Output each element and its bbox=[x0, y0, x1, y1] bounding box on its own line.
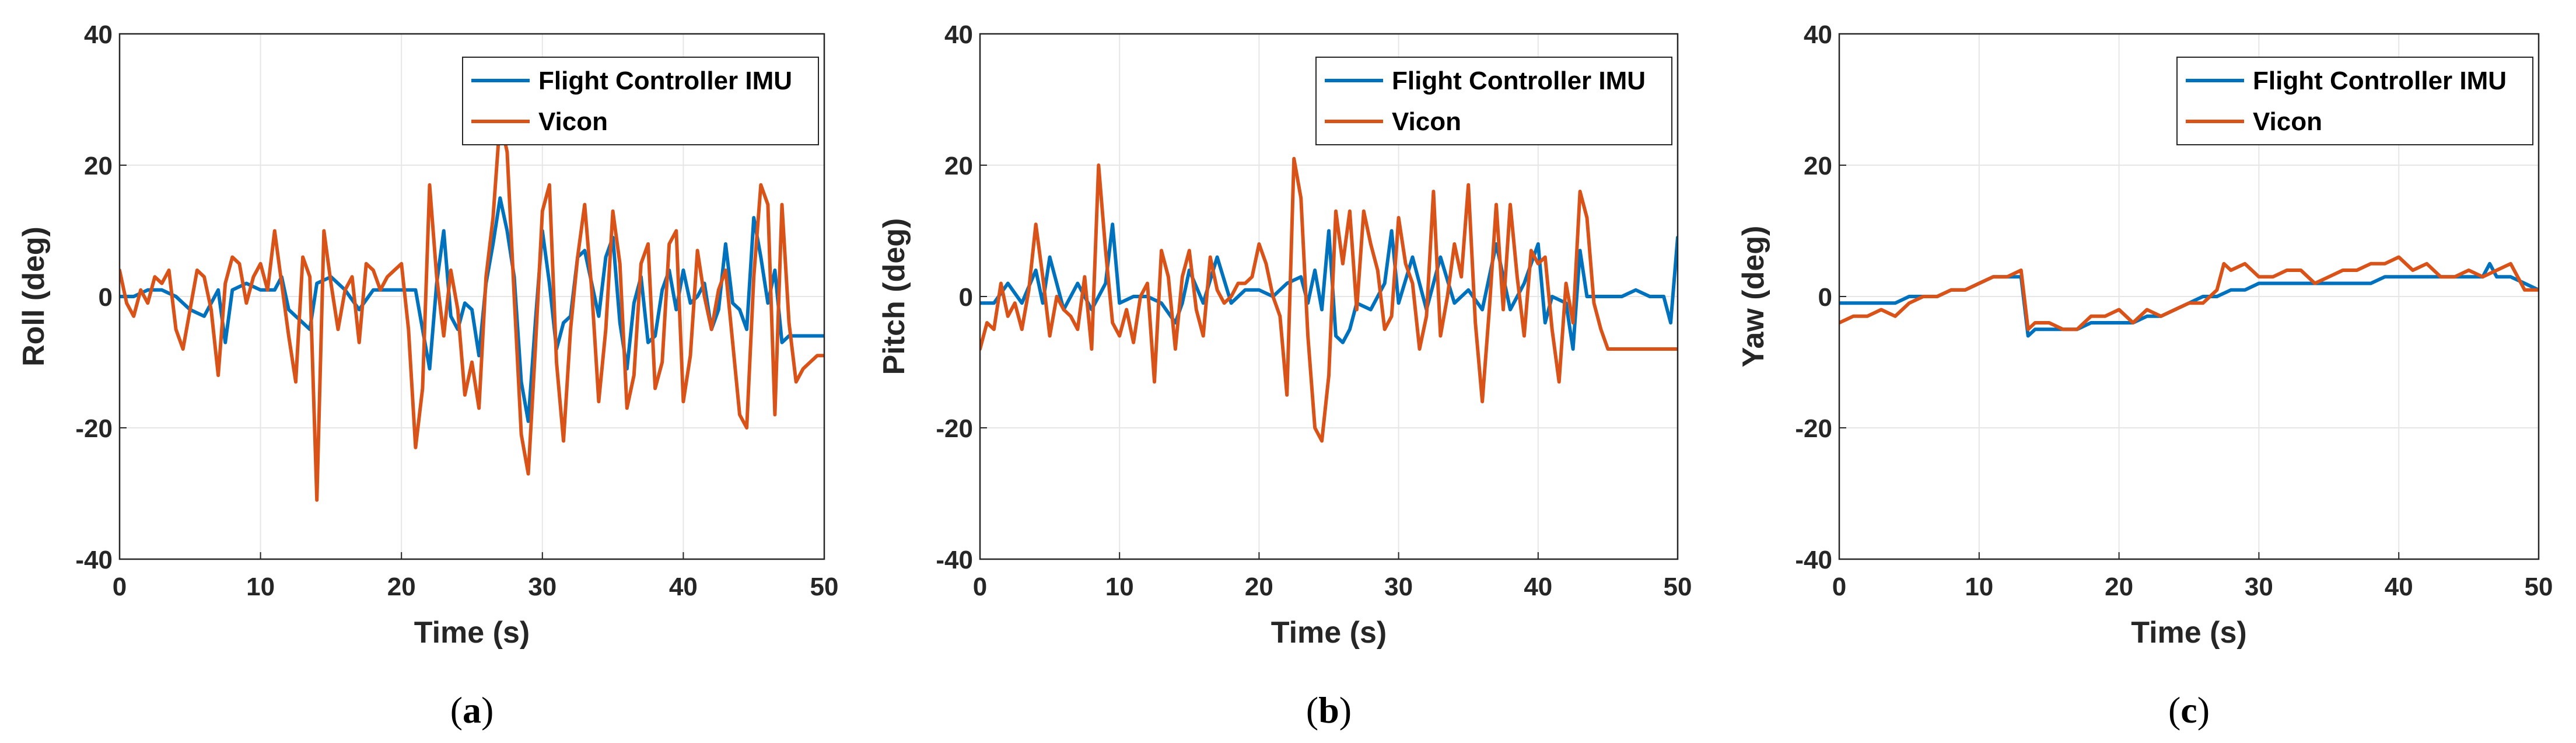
y-axis-label: Yaw (deg) bbox=[1737, 226, 1770, 368]
legend: Flight Controller IMU Vicon bbox=[1315, 57, 1672, 145]
x-axis-label: Time (s) bbox=[414, 616, 530, 650]
legend: Flight Controller IMU Vicon bbox=[2176, 57, 2533, 145]
chart-panel-b: 0 10 20 30 40 50 -40 -20 0 20 40 Time (s) Pitch (deg… bbox=[877, 20, 1692, 731]
y-tick-label: 20 bbox=[944, 152, 973, 180]
x-tick-label: 50 bbox=[810, 573, 839, 601]
x-tick-label: 0 bbox=[113, 573, 127, 601]
series-line-vicon bbox=[980, 156, 1678, 443]
x-tick-label: 30 bbox=[2245, 573, 2273, 601]
x-tick-label: 10 bbox=[1105, 573, 1134, 601]
legend-label: Flight Controller IMU bbox=[2253, 67, 2507, 95]
caption-letter: c bbox=[2180, 689, 2197, 731]
y-tick-label: 0 bbox=[959, 283, 973, 312]
legend-box bbox=[2176, 57, 2533, 145]
panel-caption: (b) bbox=[1306, 689, 1352, 731]
x-tick-label: 30 bbox=[1384, 573, 1413, 601]
y-tick-label: 0 bbox=[99, 283, 113, 312]
y-tick-label: 40 bbox=[1804, 20, 1832, 49]
y-tick-label: 20 bbox=[84, 152, 113, 180]
legend-label: Vicon bbox=[2253, 107, 2322, 136]
caption-letter: a bbox=[463, 689, 481, 731]
series-line-vicon bbox=[1839, 255, 2539, 332]
legend: Flight Controller IMU Vicon bbox=[462, 57, 819, 145]
y-tick-label: -20 bbox=[75, 414, 113, 443]
y-tick-label: -20 bbox=[936, 414, 973, 443]
x-tick-label: 30 bbox=[528, 573, 556, 601]
x-tick-label: 50 bbox=[1664, 573, 1692, 601]
y-tick-label: 0 bbox=[1818, 283, 1832, 312]
legend-box bbox=[1315, 57, 1672, 145]
x-tick-label: 40 bbox=[2385, 573, 2413, 601]
y-axis-label: Pitch (deg) bbox=[877, 218, 911, 375]
x-axis-label: Time (s) bbox=[1271, 616, 1387, 650]
legend-label: Vicon bbox=[1392, 107, 1461, 136]
y-tick-label: 40 bbox=[84, 20, 113, 49]
chart-panel-c: 0 10 20 30 40 50 -40 -20 0 20 40 Time (s) Yaw (deg) F… bbox=[1737, 20, 2553, 731]
x-tick-label: 20 bbox=[387, 573, 416, 601]
legend-label: Vicon bbox=[538, 107, 608, 136]
panel-caption: (c) bbox=[2168, 689, 2210, 731]
y-tick-label: -40 bbox=[936, 546, 973, 574]
x-tick-label: 20 bbox=[1245, 573, 1273, 601]
axes-box bbox=[118, 33, 825, 560]
axes-box bbox=[1838, 33, 2540, 560]
x-tick-label: 40 bbox=[669, 573, 698, 601]
y-tick-label: -40 bbox=[75, 546, 113, 574]
chart-panel-a: 0 10 20 30 40 50 -40 -20 0 20 40 Time (s) Roll (deg)… bbox=[17, 20, 838, 731]
x-tick-label: 0 bbox=[1832, 573, 1846, 601]
x-tick-label: 10 bbox=[246, 573, 275, 601]
y-axis-label: Roll (deg) bbox=[17, 226, 51, 367]
y-tick-label: -40 bbox=[1795, 546, 1832, 574]
legend-box bbox=[462, 57, 819, 145]
x-tick-label: 10 bbox=[1965, 573, 1993, 601]
y-tick-label: 40 bbox=[944, 20, 973, 49]
panel-caption: (a) bbox=[450, 689, 494, 731]
legend-label: Flight Controller IMU bbox=[1392, 67, 1646, 95]
caption-letter: b bbox=[1318, 689, 1339, 731]
x-tick-label: 20 bbox=[2105, 573, 2133, 601]
axes-box bbox=[979, 33, 1679, 560]
y-tick-label: -20 bbox=[1795, 414, 1832, 443]
x-tick-label: 0 bbox=[973, 573, 987, 601]
x-tick-label: 40 bbox=[1524, 573, 1552, 601]
x-tick-label: 50 bbox=[2525, 573, 2553, 601]
legend-label: Flight Controller IMU bbox=[538, 67, 792, 95]
x-axis-label: Time (s) bbox=[2131, 616, 2246, 650]
series-line-vicon bbox=[120, 117, 824, 502]
y-tick-label: 20 bbox=[1804, 152, 1832, 180]
